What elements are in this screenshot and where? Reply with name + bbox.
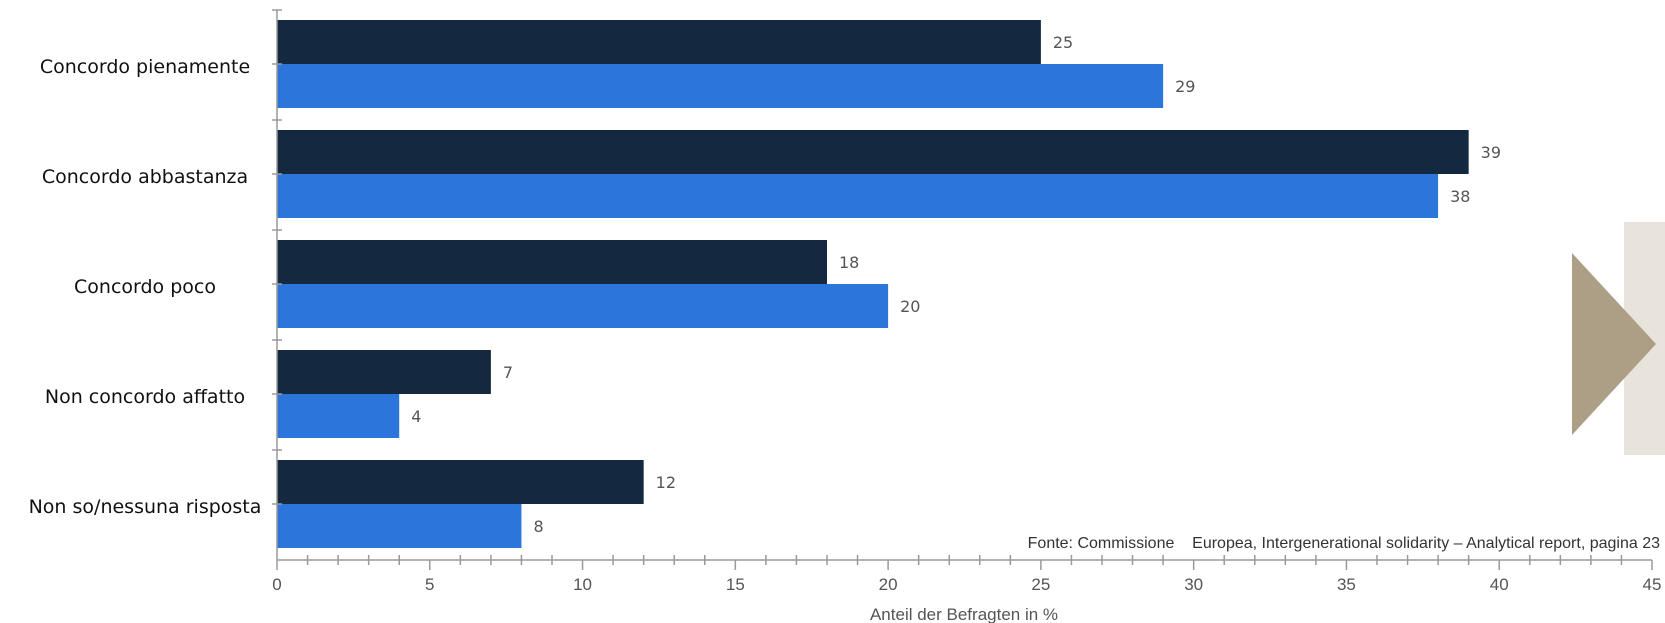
x-tick-label: 20 bbox=[879, 575, 898, 594]
bar-0-1 bbox=[277, 64, 1164, 108]
data-label-4-1: 8 bbox=[533, 517, 543, 536]
data-label-2-0: 18 bbox=[839, 253, 859, 272]
data-label-4-0: 12 bbox=[656, 473, 676, 492]
bar-4-1 bbox=[277, 504, 522, 548]
x-tick-label: 0 bbox=[272, 575, 281, 594]
category-label: Non so/nessuna risposta bbox=[29, 496, 262, 518]
source-note: Fonte: Commissione Europea, Intergenerat… bbox=[1028, 535, 1660, 552]
data-label-0-0: 25 bbox=[1053, 33, 1073, 52]
bar-2-1 bbox=[277, 284, 889, 328]
x-tick-label: 15 bbox=[726, 575, 745, 594]
bar-3-0 bbox=[277, 350, 491, 394]
x-axis-title: Anteil der Befragten in % bbox=[870, 605, 1058, 623]
bar-1-0 bbox=[277, 130, 1469, 174]
data-label-3-1: 4 bbox=[411, 407, 421, 426]
x-tick-label: 30 bbox=[1184, 575, 1203, 594]
x-tick-label: 5 bbox=[425, 575, 434, 594]
next-slide-button[interactable] bbox=[1572, 222, 1665, 455]
bar-3-1 bbox=[277, 394, 400, 438]
data-label-1-1: 38 bbox=[1450, 187, 1470, 206]
category-label: Non concordo affatto bbox=[45, 386, 245, 408]
category-label: Concordo abbastanza bbox=[42, 166, 248, 188]
bar-0-0 bbox=[277, 20, 1041, 64]
x-tick-label: 35 bbox=[1337, 575, 1356, 594]
data-label-0-1: 29 bbox=[1175, 77, 1195, 96]
x-tick-label: 10 bbox=[573, 575, 592, 594]
category-label: Concordo poco bbox=[74, 276, 216, 298]
bar-2-0 bbox=[277, 240, 827, 284]
data-label-3-0: 7 bbox=[503, 363, 513, 382]
data-label-2-1: 20 bbox=[900, 297, 920, 316]
x-tick-label: 40 bbox=[1490, 575, 1509, 594]
bar-4-0 bbox=[277, 460, 644, 504]
x-tick-label: 45 bbox=[1643, 575, 1662, 594]
next-arrow-icon bbox=[1572, 253, 1656, 435]
category-label: Concordo pienamente bbox=[40, 56, 250, 78]
data-label-1-0: 39 bbox=[1481, 143, 1501, 162]
x-tick-label: 25 bbox=[1031, 575, 1050, 594]
bar-1-1 bbox=[277, 174, 1439, 218]
